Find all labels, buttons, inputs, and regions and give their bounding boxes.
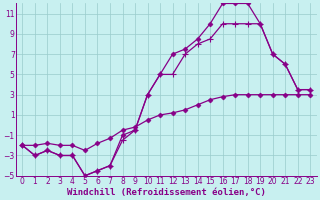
X-axis label: Windchill (Refroidissement éolien,°C): Windchill (Refroidissement éolien,°C) [67, 188, 266, 197]
